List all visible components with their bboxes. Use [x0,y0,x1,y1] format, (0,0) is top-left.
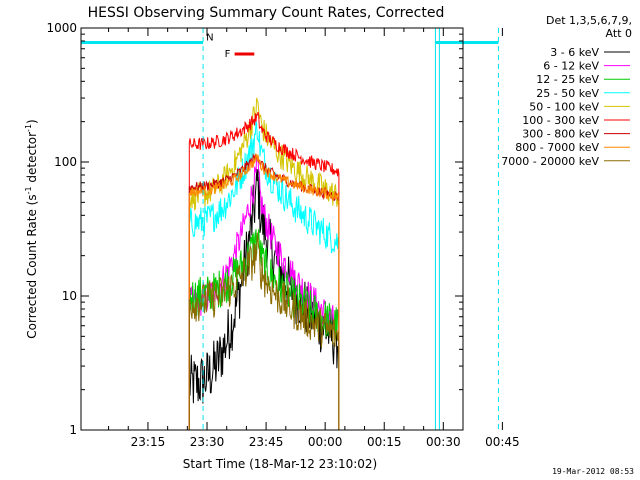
x-tick-label: 00:15 [367,435,402,449]
legend-label: 3 - 6 keV [550,46,599,59]
x-tick-label: 23:30 [190,435,225,449]
plot-frame [80,27,464,431]
y-axis-label-mid: detector [25,132,39,187]
y-axis: 1 10 100 1000 [46,21,463,437]
series-line [188,97,340,430]
plot-timestamp: 19-Mar-2012 08:53 [552,467,634,476]
plot-series-group [188,97,340,430]
y-axis-label-end: ) [25,119,39,124]
y-tick-label: 1000 [46,21,77,35]
legend-header-attenuator: Att 0 [606,27,632,40]
x-tick-label: 00:30 [426,435,461,449]
legend-label: 800 - 7000 keV [515,141,599,154]
series-line [188,232,340,430]
legend-label: 50 - 100 keV [529,100,599,113]
y-axis-label-main: Corrected Count Rate (s [25,194,39,338]
y-axis-label-sup-1: -1 [24,186,33,194]
y-tick-label: 100 [54,155,77,169]
y-tick-label: 1 [69,423,77,437]
x-axis-label: Start Time (18-Mar-12 23:10:02) [183,457,377,471]
y-axis-label-sup-2: -1 [24,124,33,132]
x-tick-label: 00:45 [485,435,520,449]
x-tick-label: 00:00 [308,435,343,449]
series-line [188,121,340,430]
marker-lines-group [202,28,499,430]
flag-group: NF [81,32,499,60]
legend-label: 100 - 300 keV [522,114,599,127]
series-line [188,111,340,430]
legend-label: 25 - 50 keV [536,87,599,100]
flag-f-label: F [225,49,231,60]
legend-header-detectors: Det 1,3,5,6,7,9, [546,14,632,27]
legend-label: 12 - 25 keV [536,73,599,86]
y-tick-label: 10 [62,289,77,303]
x-axis: 23:15 23:30 23:45 00:00 00:15 00:30 00:45 [108,28,520,449]
chart-title: HESSI Observing Summary Count Rates, Cor… [88,5,445,21]
legend-label: 6 - 12 keV [543,60,599,73]
y-axis-label: Corrected Count Rate (s-1 detector-1) [24,119,39,338]
legend-label: 7000 - 20000 keV [501,155,599,168]
legend-label: 300 - 800 keV [522,128,599,141]
x-tick-label: 23:45 [249,435,284,449]
series-line [188,152,340,430]
flag-n-label: N [206,32,213,43]
series-line [188,229,340,430]
x-tick-label: 23:15 [131,435,166,449]
